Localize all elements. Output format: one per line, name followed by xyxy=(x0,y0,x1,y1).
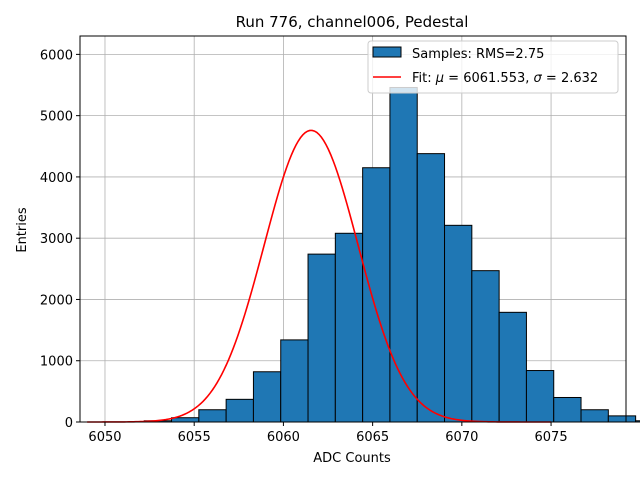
legend: Samples: RMS=2.75 Fit: μ = 6061.553, σ =… xyxy=(367,40,619,94)
axis-ticks: 6050 6055 6060 6065 6070 6075 0 1000 2000 3000 400… xyxy=(40,48,568,445)
fit-curve xyxy=(87,129,552,423)
histogram-bar xyxy=(171,417,200,423)
histogram-bar xyxy=(225,398,254,423)
histogram-bar xyxy=(416,153,446,423)
histogram-bar xyxy=(307,253,336,423)
histogram-bar xyxy=(334,232,364,423)
histogram-bar xyxy=(607,415,637,423)
x-axis-label: ADC Counts xyxy=(313,451,391,466)
histogram-bar xyxy=(389,86,418,423)
y-tick-label: 2000 xyxy=(40,293,73,308)
legend-fit-prefix: Fit: xyxy=(412,71,436,86)
histogram-bar xyxy=(635,420,640,423)
legend-fit-sigma-equals: = xyxy=(542,71,561,86)
histogram-bar xyxy=(580,409,609,423)
histogram-bar xyxy=(280,339,309,423)
histogram-bar xyxy=(444,224,473,423)
legend-fit-mu-equals: = xyxy=(444,71,463,86)
histogram-bar xyxy=(471,270,500,423)
chart-title: Run 776, channel006, Pedestal xyxy=(236,13,469,31)
histogram-bar xyxy=(362,167,391,423)
x-tick-label: 6055 xyxy=(178,430,211,445)
y-tick-label: 6000 xyxy=(40,48,73,63)
y-axis-label: Entries xyxy=(15,207,30,253)
legend-fit-mu-value: 6061.553 xyxy=(463,71,525,86)
y-tick-label: 3000 xyxy=(40,232,73,247)
legend-fit-separator: , xyxy=(525,71,533,86)
x-tick-label: 6070 xyxy=(445,430,478,445)
x-tick-label: 6060 xyxy=(267,430,300,445)
x-tick-label: 6075 xyxy=(535,430,568,445)
histogram-bar xyxy=(498,311,527,423)
y-tick-label: 0 xyxy=(65,416,73,431)
histogram-bar xyxy=(252,371,282,423)
plot-area-frame xyxy=(79,35,627,423)
legend-histogram-label: Samples: RMS=2.75 xyxy=(412,47,544,62)
y-tick-label: 5000 xyxy=(40,110,73,125)
histogram-bar xyxy=(198,409,227,423)
histogram-bar xyxy=(553,396,582,423)
legend-fit-label: Fit: μ = 6061.553, σ = 2.632 xyxy=(412,71,598,86)
fit-curve-layer xyxy=(87,129,552,423)
legend-fit-sigma-symbol: σ xyxy=(534,71,543,86)
x-tick-label: 6065 xyxy=(356,430,389,445)
y-tick-label: 4000 xyxy=(40,171,73,186)
histogram-bars xyxy=(143,86,640,423)
x-tick-label: 6050 xyxy=(88,430,121,445)
histogram-bar xyxy=(525,370,555,423)
legend-fit-sigma-value: 2.632 xyxy=(561,71,598,86)
y-tick-label: 1000 xyxy=(40,355,73,370)
legend-frame xyxy=(367,40,619,94)
legend-fit-mu-symbol: μ xyxy=(435,71,444,86)
legend-histogram-swatch xyxy=(372,46,402,58)
